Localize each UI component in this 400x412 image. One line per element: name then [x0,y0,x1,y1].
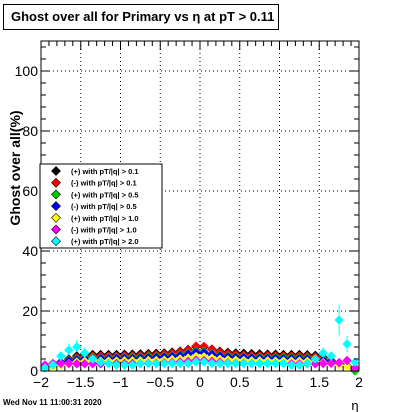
data-point [95,357,106,367]
data-point [143,358,154,369]
y-axis-label: Ghost over all(%) [7,110,23,225]
data-point [207,358,217,369]
data-point [262,358,273,369]
x-tick-label: 2 [355,374,363,390]
data-point [63,345,74,355]
data-point [310,354,321,364]
data-point [222,358,233,369]
y-tick-label: 100 [15,63,39,79]
legend: (+) with pT/|q| > 0.1 (-) with pT/|q| > 0… [39,163,163,249]
x-tick-label: 1 [276,374,284,390]
legend-marker [51,201,61,212]
data-point [159,358,170,369]
data-point [254,358,265,369]
legend-label: (-) with pT/|q| > 0.5 [71,202,137,211]
data-point [87,354,98,364]
data-point [183,358,193,369]
legend-marker [51,166,61,176]
data-point [350,357,360,367]
data-point [151,358,162,369]
legend-label: (+) with pT/|q| > 0.1 [71,167,139,176]
data-point [350,363,360,373]
data-point [286,360,297,370]
data-point [79,358,90,369]
data-point [199,357,209,367]
data-point [215,358,225,369]
data-point [238,358,249,369]
x-tick-label: −1.5 [67,374,95,390]
legend-label: (+) with pT/|q| > 0.5 [71,190,139,199]
x-axis-label: η [351,398,358,412]
legend-label: (-) with pT/|q| > 0.1 [71,179,137,188]
data-point [326,358,337,369]
legend-marker [51,236,61,247]
data-point [270,358,281,369]
data-point [79,348,90,358]
data-point [334,315,344,325]
data-point [334,357,344,368]
legend-marker [51,212,61,223]
data-point [342,361,352,372]
data-point [71,342,82,352]
legend-label: (-) with pT/|q| > 1.0 [71,226,137,235]
data-point [103,358,114,369]
data-point [48,360,58,370]
data-point [230,358,241,369]
data-point [246,358,257,369]
data-point [326,351,337,361]
legend-label: (+) with pT/|q| > 1.0 [71,214,139,223]
data-points [40,315,360,376]
data-point [342,339,352,349]
chart-title: Ghost over all for Primary vs η at pT > … [3,4,279,30]
legend-label: (+) with pT/|q| > 2.0 [71,237,139,246]
data-point [135,358,146,369]
y-tick-label: 40 [22,243,38,259]
data-point [119,360,130,370]
data-point [191,357,201,367]
data-point [167,358,178,369]
x-tick-label: 0.5 [230,374,250,390]
x-tick-label: 0 [196,374,204,390]
data-point [71,358,82,369]
data-point [127,360,138,370]
y-tick-label: 80 [22,123,38,139]
data-point [111,360,122,370]
y-tick-label: 60 [22,183,38,199]
data-point [63,358,74,369]
data-point [342,355,352,366]
x-tick-label: 1.5 [310,374,330,390]
data-point [318,348,329,358]
y-tick-label: 0 [30,363,38,379]
data-point [56,358,66,369]
series-7 [40,315,360,373]
x-tick-label: −2 [33,374,49,390]
timestamp: Wed Nov 11 11:00:31 2020 [3,398,102,407]
legend-marker [51,224,61,235]
data-point [294,360,305,370]
legend-marker [51,177,61,188]
legend-marker [51,189,61,200]
data-point [318,358,329,369]
data-point [40,363,50,373]
data-point [278,358,289,369]
x-tick-label: −0.5 [146,374,174,390]
data-point [302,358,313,369]
y-tick-label: 20 [22,303,38,319]
x-tick-label: −1 [113,374,129,390]
data-point [56,351,66,361]
data-point [175,358,185,369]
